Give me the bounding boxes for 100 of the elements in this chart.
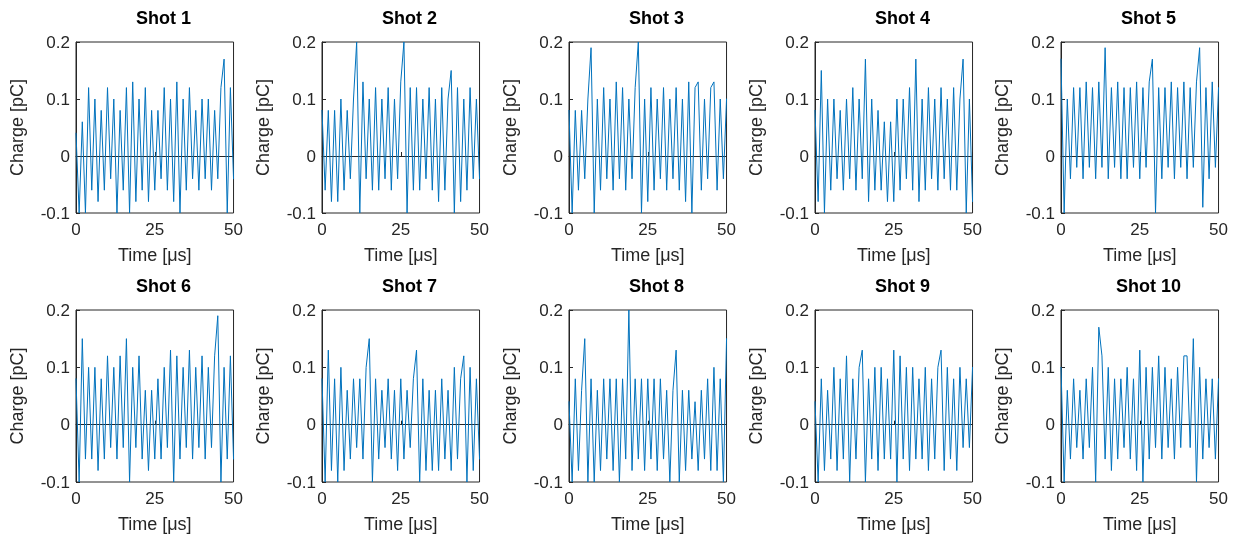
y-tick-label: 0 (799, 146, 809, 166)
x-axis-title: Time [μs] (117, 514, 192, 534)
x-axis-title: Time [μs] (856, 514, 931, 534)
y-tick-label: 0 (306, 146, 317, 166)
chart-title: Shot 9 (874, 276, 930, 296)
line-series (75, 315, 235, 483)
x-axis-title: Time [μs] (610, 514, 685, 534)
x-axis-title: Time [μs] (364, 514, 438, 534)
y-tick-label: 0.2 (46, 32, 70, 52)
y-axis-title: Charge [pC] (745, 78, 766, 177)
y-tick-label: 0 (60, 415, 70, 435)
x-tick-label: 50 (1209, 220, 1229, 239)
chart-title: Shot 6 (135, 276, 192, 296)
y-tick-label: -0.1 (779, 472, 809, 492)
chart-title: Shot 3 (628, 8, 684, 28)
x-axis-title: Time [μs] (1103, 245, 1177, 265)
chart-title: Shot 2 (382, 8, 438, 28)
chart-title: Shot 8 (628, 276, 684, 296)
chart-title: Shot 10 (1116, 276, 1182, 296)
x-tick-label: 25 (884, 489, 904, 508)
y-tick-label: -0.1 (40, 472, 70, 492)
y-tick-label: -0.1 (1025, 203, 1056, 223)
y-tick-label: 0.2 (1031, 300, 1056, 320)
y-axis-title: Charge [pC] (253, 78, 274, 177)
y-tick-label: 0.1 (46, 357, 70, 377)
x-axis-title: Time [μs] (364, 245, 438, 265)
y-axis-title: Charge [pC] (992, 78, 1013, 177)
y-tick-label: -0.1 (779, 203, 809, 223)
y-tick-label: -0.1 (533, 203, 563, 223)
x-tick-label: 25 (145, 489, 165, 508)
x-tick-label: 50 (962, 489, 982, 508)
y-tick-label: 0 (553, 415, 563, 435)
x-axis-title: Time [μs] (1103, 514, 1177, 534)
y-tick-label: 0.2 (538, 32, 563, 52)
x-tick-label: 25 (884, 220, 904, 239)
y-tick-label: 0.2 (785, 32, 809, 52)
x-axis-title: Time [μs] (117, 245, 192, 265)
y-tick-label: 0 (1045, 415, 1056, 435)
y-tick-label: -0.1 (40, 203, 70, 223)
x-tick-label: 25 (1130, 220, 1150, 239)
y-tick-label: 0.1 (1031, 89, 1056, 109)
y-tick-label: 0.2 (1031, 32, 1056, 52)
y-tick-label: 0.2 (46, 300, 70, 320)
y-tick-label: 0.1 (292, 357, 317, 377)
line-series (568, 309, 727, 483)
x-tick-label: 50 (716, 220, 736, 239)
chart-title: Shot 5 (1121, 8, 1177, 28)
line-series (814, 58, 973, 214)
y-axis-title: Charge [pC] (499, 78, 520, 177)
x-tick-label: 25 (637, 489, 657, 508)
chart-title: Shot 7 (382, 276, 438, 296)
x-axis-title: Time [μs] (610, 245, 685, 265)
x-tick-label: 50 (224, 489, 244, 508)
y-axis-title: Charge [pC] (7, 78, 27, 177)
y-tick-label: -0.1 (287, 203, 317, 223)
line-series (321, 338, 481, 483)
x-tick-label: 50 (470, 220, 490, 239)
y-tick-label: 0.2 (292, 32, 317, 52)
line-series (814, 349, 973, 483)
y-tick-label: 0.2 (292, 300, 317, 320)
y-axis-title: Charge [pC] (7, 347, 27, 445)
chart-title: Shot 4 (874, 8, 930, 28)
y-tick-label: 0 (60, 146, 70, 166)
chart-title: Shot 1 (135, 8, 192, 28)
y-tick-label: 0.1 (785, 89, 809, 109)
y-tick-label: 0 (1045, 146, 1056, 166)
y-tick-label: 0 (306, 415, 317, 435)
x-axis-title: Time [μs] (856, 245, 931, 265)
x-tick-label: 25 (391, 489, 411, 508)
x-tick-label: 50 (470, 489, 490, 508)
x-tick-label: 50 (224, 220, 244, 239)
y-axis-title: Charge [pC] (253, 347, 274, 445)
y-axis-title: Charge [pC] (745, 347, 766, 445)
line-series (321, 41, 481, 214)
x-tick-label: 50 (1209, 489, 1229, 508)
line-series (568, 41, 727, 214)
y-tick-label: 0.1 (538, 89, 563, 109)
y-tick-label: 0.1 (785, 357, 809, 377)
x-tick-label: 25 (145, 220, 165, 239)
line-series (1060, 326, 1220, 483)
y-tick-label: -0.1 (287, 472, 317, 492)
y-tick-label: 0.1 (292, 89, 317, 109)
y-tick-label: -0.1 (1025, 472, 1056, 492)
x-tick-label: 25 (1130, 489, 1150, 508)
x-tick-label: 50 (962, 220, 982, 239)
x-tick-label: 25 (637, 220, 657, 239)
x-tick-label: 50 (716, 489, 736, 508)
y-tick-label: -0.1 (533, 472, 563, 492)
y-tick-label: 0.1 (46, 89, 70, 109)
y-tick-label: 0.1 (1031, 357, 1056, 377)
y-tick-label: 0.2 (785, 300, 809, 320)
y-tick-label: 0 (799, 415, 809, 435)
y-tick-label: 0.2 (538, 300, 563, 320)
y-tick-label: 0 (553, 146, 563, 166)
x-tick-label: 25 (391, 220, 411, 239)
y-axis-title: Charge [pC] (499, 347, 520, 445)
y-tick-label: 0.1 (538, 357, 563, 377)
y-axis-title: Charge [pC] (992, 347, 1013, 445)
line-series (75, 58, 235, 214)
line-series (1060, 47, 1220, 214)
